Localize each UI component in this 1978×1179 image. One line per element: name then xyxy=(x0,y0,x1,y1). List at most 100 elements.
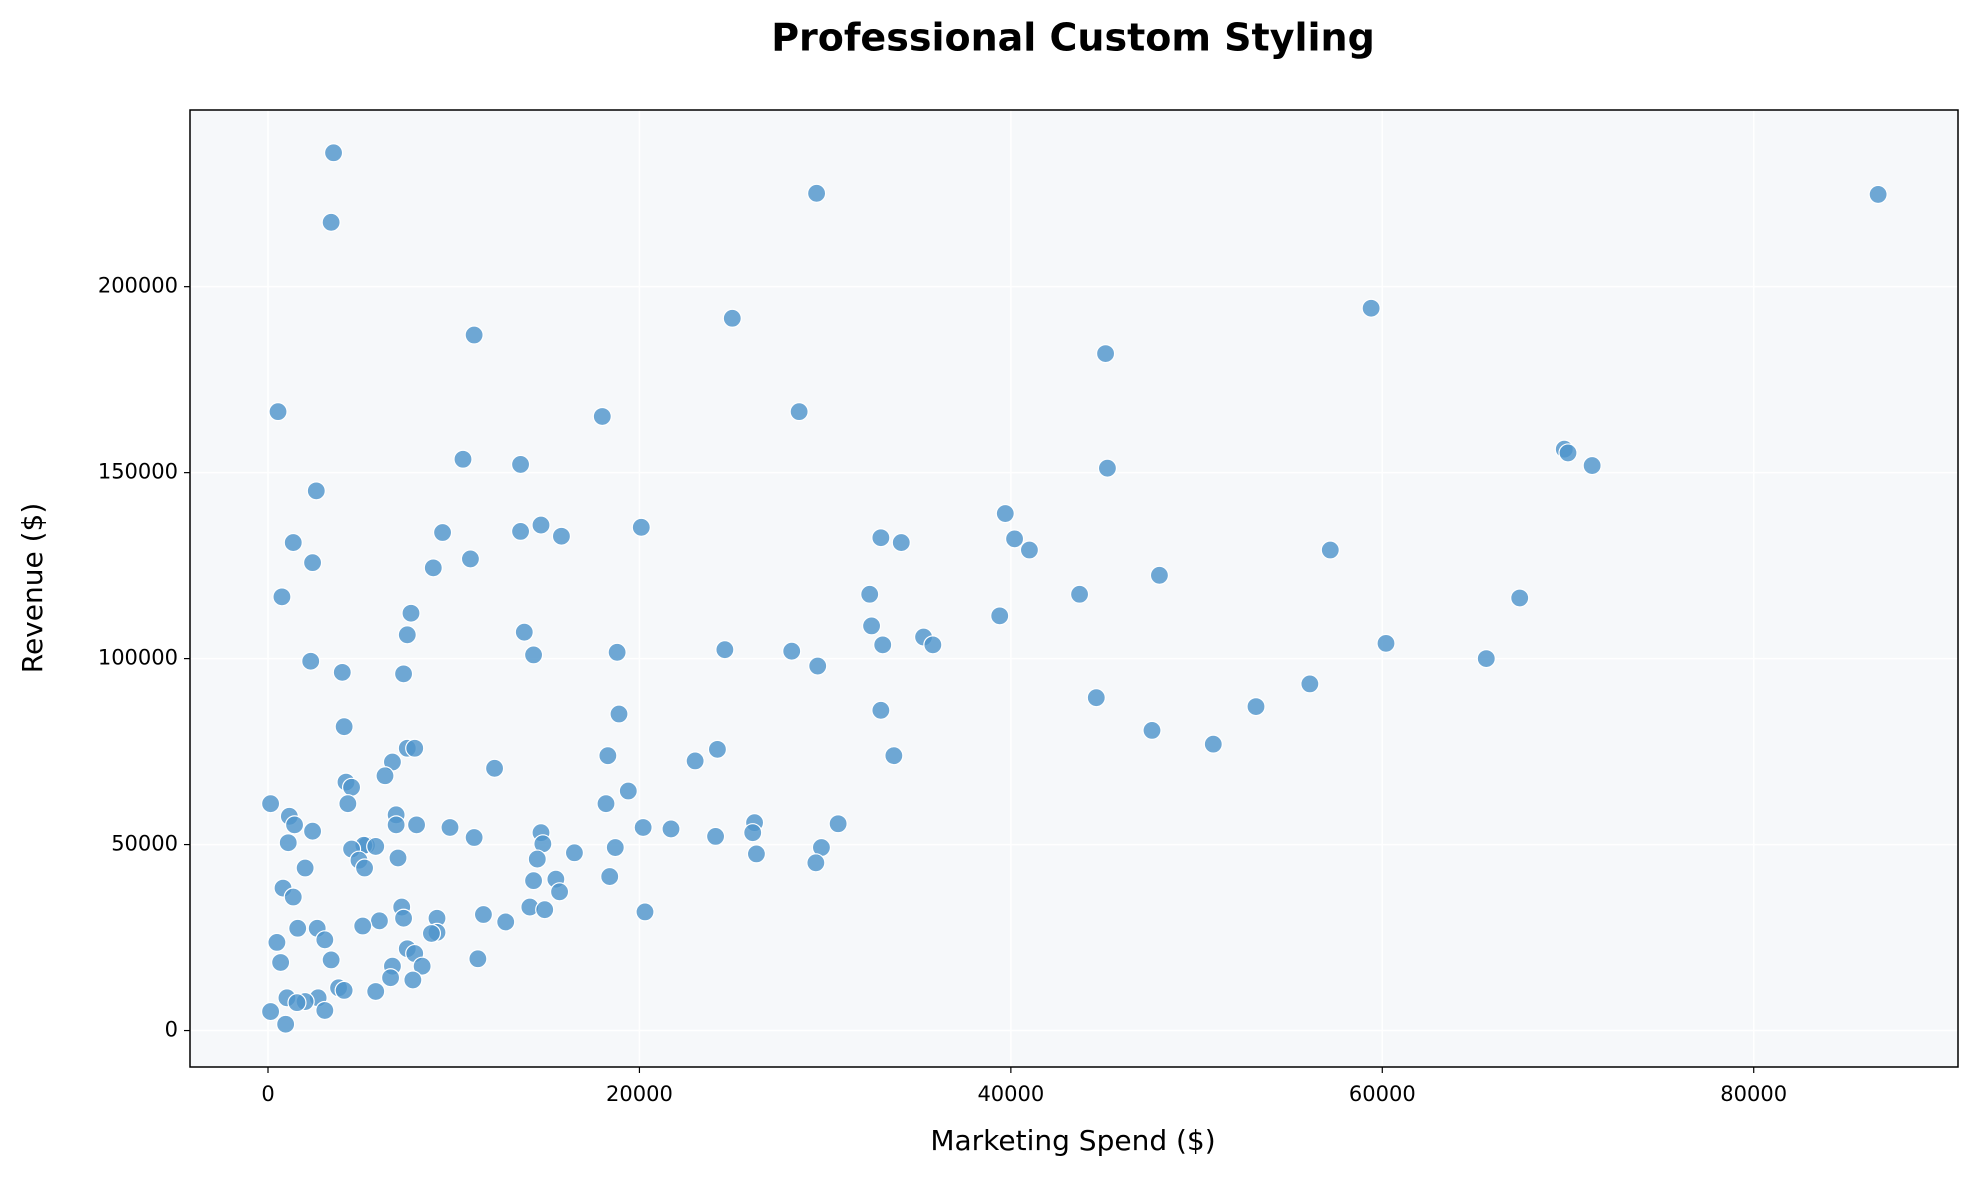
point xyxy=(334,980,354,1000)
point xyxy=(302,553,323,573)
point xyxy=(276,1014,296,1034)
point xyxy=(412,956,432,976)
point xyxy=(743,823,763,843)
point xyxy=(1320,540,1340,560)
point xyxy=(873,635,893,655)
point xyxy=(631,517,651,537)
point xyxy=(306,481,326,501)
point xyxy=(453,449,473,469)
point xyxy=(995,503,1015,524)
point xyxy=(484,758,505,778)
point xyxy=(1149,565,1170,585)
point xyxy=(592,406,612,427)
point xyxy=(393,664,414,684)
point xyxy=(315,930,335,950)
point xyxy=(782,641,802,661)
point xyxy=(806,183,827,203)
point xyxy=(369,911,390,931)
point xyxy=(1203,734,1223,754)
y-tick-label: 200000 xyxy=(98,274,178,298)
point xyxy=(405,738,425,758)
y-tick-label: 0 xyxy=(165,1018,178,1042)
y-tick-label: 150000 xyxy=(98,460,178,484)
point xyxy=(828,814,848,834)
point xyxy=(315,1000,335,1021)
point xyxy=(535,900,555,920)
point xyxy=(707,739,728,759)
point xyxy=(321,950,341,970)
point xyxy=(388,848,408,868)
point xyxy=(891,532,911,553)
point xyxy=(338,794,358,814)
point xyxy=(403,970,423,990)
point xyxy=(600,866,620,887)
point xyxy=(496,912,516,932)
point xyxy=(468,949,488,969)
point xyxy=(806,853,826,873)
x-tick-label: 40000 xyxy=(977,1082,1044,1106)
point xyxy=(380,968,401,988)
point xyxy=(514,622,534,642)
x-axis-label: Marketing Spend ($) xyxy=(930,1124,1215,1157)
x-tick-label: 20000 xyxy=(606,1082,673,1106)
point xyxy=(1476,649,1496,669)
point xyxy=(301,651,321,671)
point xyxy=(531,515,551,535)
point xyxy=(1095,344,1116,364)
point xyxy=(473,904,494,925)
x-tick-label: 60000 xyxy=(1349,1082,1416,1106)
point xyxy=(321,212,341,232)
point xyxy=(272,587,292,607)
point xyxy=(789,402,809,422)
plot-frame xyxy=(189,109,1959,1068)
point xyxy=(334,717,354,737)
point xyxy=(278,833,298,853)
point xyxy=(323,143,344,163)
point xyxy=(596,794,616,814)
point xyxy=(871,700,891,720)
chart-title: Professional Custom Styling xyxy=(771,16,1375,60)
point xyxy=(1142,720,1162,740)
point xyxy=(1019,540,1040,560)
point xyxy=(267,932,287,953)
point xyxy=(861,616,882,636)
point xyxy=(366,836,386,857)
point xyxy=(990,606,1010,626)
point xyxy=(523,645,544,665)
point xyxy=(609,704,629,724)
point xyxy=(302,821,323,841)
point xyxy=(1868,184,1888,205)
point xyxy=(284,815,305,835)
point xyxy=(722,308,742,328)
point xyxy=(1510,588,1530,608)
point xyxy=(261,794,281,814)
point xyxy=(746,844,767,864)
point xyxy=(288,918,308,938)
point xyxy=(523,871,544,891)
point xyxy=(460,549,481,569)
point xyxy=(375,766,395,786)
y-tick-label: 100000 xyxy=(98,646,178,670)
point xyxy=(607,642,627,662)
point xyxy=(386,815,406,835)
point xyxy=(268,402,288,422)
point xyxy=(341,777,362,797)
point xyxy=(432,522,453,543)
point xyxy=(598,746,618,766)
point xyxy=(1300,674,1320,694)
point xyxy=(808,656,828,676)
point xyxy=(464,325,484,345)
point xyxy=(923,635,943,655)
point xyxy=(1086,688,1106,708)
point xyxy=(423,558,443,578)
point xyxy=(1361,298,1381,318)
point xyxy=(871,528,891,548)
point xyxy=(1558,443,1578,463)
point xyxy=(510,454,531,475)
point xyxy=(1246,696,1266,717)
x-tick-label: 0 xyxy=(261,1082,274,1106)
y-axis-label: Revenue ($) xyxy=(16,503,49,674)
point xyxy=(401,603,421,623)
point xyxy=(261,1001,281,1022)
